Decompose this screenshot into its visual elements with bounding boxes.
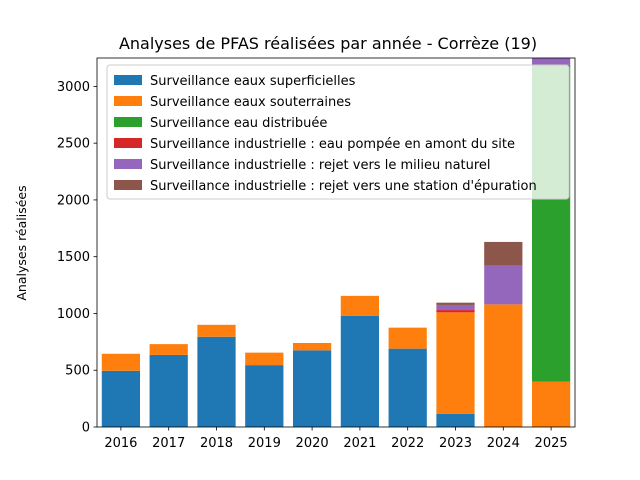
bar-2018-series-1 [197, 324, 236, 337]
x-tick-label: 2025 [535, 436, 568, 451]
bar-2025-series-4 [531, 58, 571, 65]
plot-area [96, 57, 576, 428]
bar-2023-series-5 [436, 302, 475, 305]
legend-swatch [114, 75, 142, 85]
x-tick-label: 2019 [248, 436, 281, 451]
bar-2024-series-5 [484, 241, 523, 266]
y-axis-label: Analyses réalisées [14, 185, 29, 300]
y-tick-label: 1500 [57, 250, 90, 265]
bar-2021-series-1 [340, 295, 380, 316]
legend-entry-label: Surveillance industrielle : eau pompée e… [150, 137, 515, 152]
x-tick-label: 2023 [439, 436, 472, 451]
bar-2017-series-0 [149, 354, 188, 427]
legend-swatch [114, 117, 142, 127]
y-tick-label: 1000 [57, 307, 90, 322]
legend-swatch [114, 96, 142, 106]
x-tick-label: 2016 [104, 436, 137, 451]
legend-entry-label: Surveillance eaux souterraines [150, 95, 351, 110]
bar-2019-series-1 [245, 352, 284, 366]
bar-2018-series-0 [197, 336, 236, 427]
bar-2020-series-0 [292, 350, 332, 427]
y-tick-label: 3000 [57, 80, 90, 95]
axes-frame [96, 57, 576, 428]
bar-2023-series-1 [436, 312, 475, 414]
legend-entry-label: Surveillance industrielle : rejet vers u… [150, 179, 537, 194]
y-axis: 0 500 1000 1500 2000 2500 3000 [57, 80, 97, 436]
x-tick-label: 2020 [296, 436, 329, 451]
legend-swatch [114, 180, 142, 190]
y-tick-label: 2500 [57, 137, 90, 152]
bar-2017-series-1 [149, 344, 188, 355]
bar-2016-series-0 [101, 370, 141, 427]
bar-2023-series-3 [436, 310, 475, 313]
legend-box [106, 64, 570, 200]
bar-2019-series-0 [245, 365, 284, 427]
bar-2023-series-4 [436, 304, 475, 311]
legend-entry-label: Surveillance eau distribuée [150, 116, 327, 131]
legend-swatch [114, 159, 142, 169]
y-tick-label: 2000 [57, 193, 90, 208]
bar-2022-series-0 [388, 348, 427, 427]
bar-2022-series-1 [388, 327, 427, 349]
bar-2023-series-0 [436, 413, 475, 427]
legend-swatch [114, 138, 142, 148]
x-tick-label: 2024 [487, 436, 520, 451]
x-tick-label: 2021 [343, 436, 376, 451]
x-tick-label: 2017 [152, 436, 185, 451]
chart-title: Analyses de PFAS réalisées par année - C… [119, 34, 537, 53]
legend: Surveillance eaux superficielles Surveill… [106, 64, 570, 200]
bar-2020-series-1 [292, 342, 332, 351]
bar-2024-series-1 [484, 304, 523, 427]
x-axis: 2016 2017 2018 2019 2020 2021 2022 2023 2024 2025 [104, 427, 568, 451]
bar-2016-series-1 [101, 353, 141, 371]
legend-entry-label: Surveillance industrielle : rejet vers l… [150, 158, 491, 173]
x-tick-label: 2018 [200, 436, 233, 451]
x-tick-label: 2022 [391, 436, 424, 451]
bar-2021-series-0 [340, 315, 380, 427]
legend-entry-label: Surveillance eaux superficielles [150, 74, 356, 89]
bar-2024-series-4 [484, 265, 523, 305]
bar-2025-series-1 [531, 381, 571, 427]
y-tick-label: 0 [82, 421, 90, 436]
y-tick-label: 500 [65, 364, 90, 379]
